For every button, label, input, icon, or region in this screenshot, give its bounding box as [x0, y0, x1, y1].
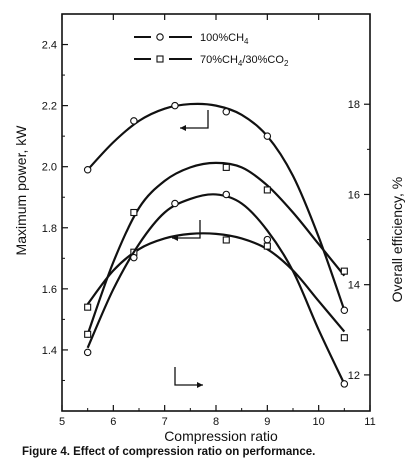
arrow-to-right-axis: [174, 367, 203, 386]
series-1-line: [86, 232, 346, 333]
x-tick-label: 10: [313, 416, 325, 428]
figure-caption: Figure 4. Effect of compression ratio on…: [22, 446, 316, 458]
arrow-to-left-axis: [180, 110, 209, 129]
right-tick-label: 12: [348, 370, 360, 382]
series-1-point: [222, 236, 230, 244]
arrow-to-left-axis-2: [172, 220, 201, 239]
arrow-to-left-axis-2-head: [172, 235, 178, 241]
series-0-point: [171, 101, 179, 110]
series-1-point: [263, 242, 271, 250]
right-tick-label: 14: [348, 280, 360, 292]
series-1-point: [84, 303, 92, 311]
series-2-point: [222, 163, 230, 171]
legend-label: 70%CH4/30%CO2: [200, 54, 289, 68]
right-tick-label: 18: [348, 99, 360, 111]
legend-marker: [156, 55, 164, 63]
right-tick-label: 16: [348, 189, 360, 201]
series-3-point: [83, 348, 92, 357]
series-3-point: [130, 253, 138, 262]
x-tick-label: 5: [59, 416, 65, 428]
series-3-point: [222, 190, 231, 199]
x-tick-label: 7: [162, 416, 168, 428]
series-3-point: [340, 380, 349, 388]
series-2-line: [86, 161, 346, 335]
left-tick-label: 2.0: [42, 162, 57, 174]
left-tick-label: 1.6: [42, 284, 57, 296]
series-3-point: [263, 235, 272, 244]
series-0-point: [130, 117, 138, 125]
arrow-to-left-axis-head: [180, 125, 186, 131]
series-0-point: [263, 132, 272, 140]
left-tick-label: 1.8: [42, 223, 57, 235]
arrow-to-right-axis-head: [197, 382, 203, 388]
left-axis-label: Maximum power, kW: [13, 125, 29, 256]
left-tick-label: 2.4: [42, 40, 57, 52]
series-0-point: [340, 306, 349, 314]
x-tick-label: 11: [364, 416, 375, 428]
series-2-point: [130, 208, 138, 217]
legend-label: 100%CH4: [200, 32, 249, 46]
series-2-point: [84, 330, 92, 338]
series-1-point: [340, 334, 348, 342]
series-2-point: [263, 186, 271, 194]
x-axis-label: Compression ratio: [164, 428, 278, 444]
left-tick-label: 1.4: [42, 345, 57, 357]
series-0-point: [83, 165, 92, 174]
plot-frame: [61, 13, 371, 412]
series-3-line: [86, 193, 346, 385]
x-tick-label: 8: [213, 416, 219, 428]
right-axis-label: Overall efficiency, %: [389, 177, 405, 303]
x-tick-label: 9: [264, 416, 270, 428]
legend-marker: [156, 33, 164, 41]
series-0-point: [222, 107, 231, 116]
left-tick-label: 2.2: [42, 101, 57, 113]
x-tick-label: 6: [110, 416, 116, 428]
series-0-line: [86, 102, 346, 311]
series-3-point: [171, 199, 179, 208]
series-2-point: [340, 267, 348, 275]
